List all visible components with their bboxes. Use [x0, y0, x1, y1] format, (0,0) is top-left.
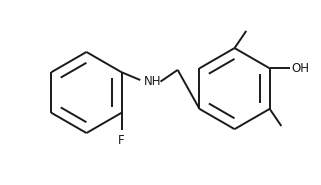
Text: F: F: [118, 134, 125, 147]
Text: NH: NH: [143, 75, 161, 88]
Text: OH: OH: [291, 62, 309, 75]
